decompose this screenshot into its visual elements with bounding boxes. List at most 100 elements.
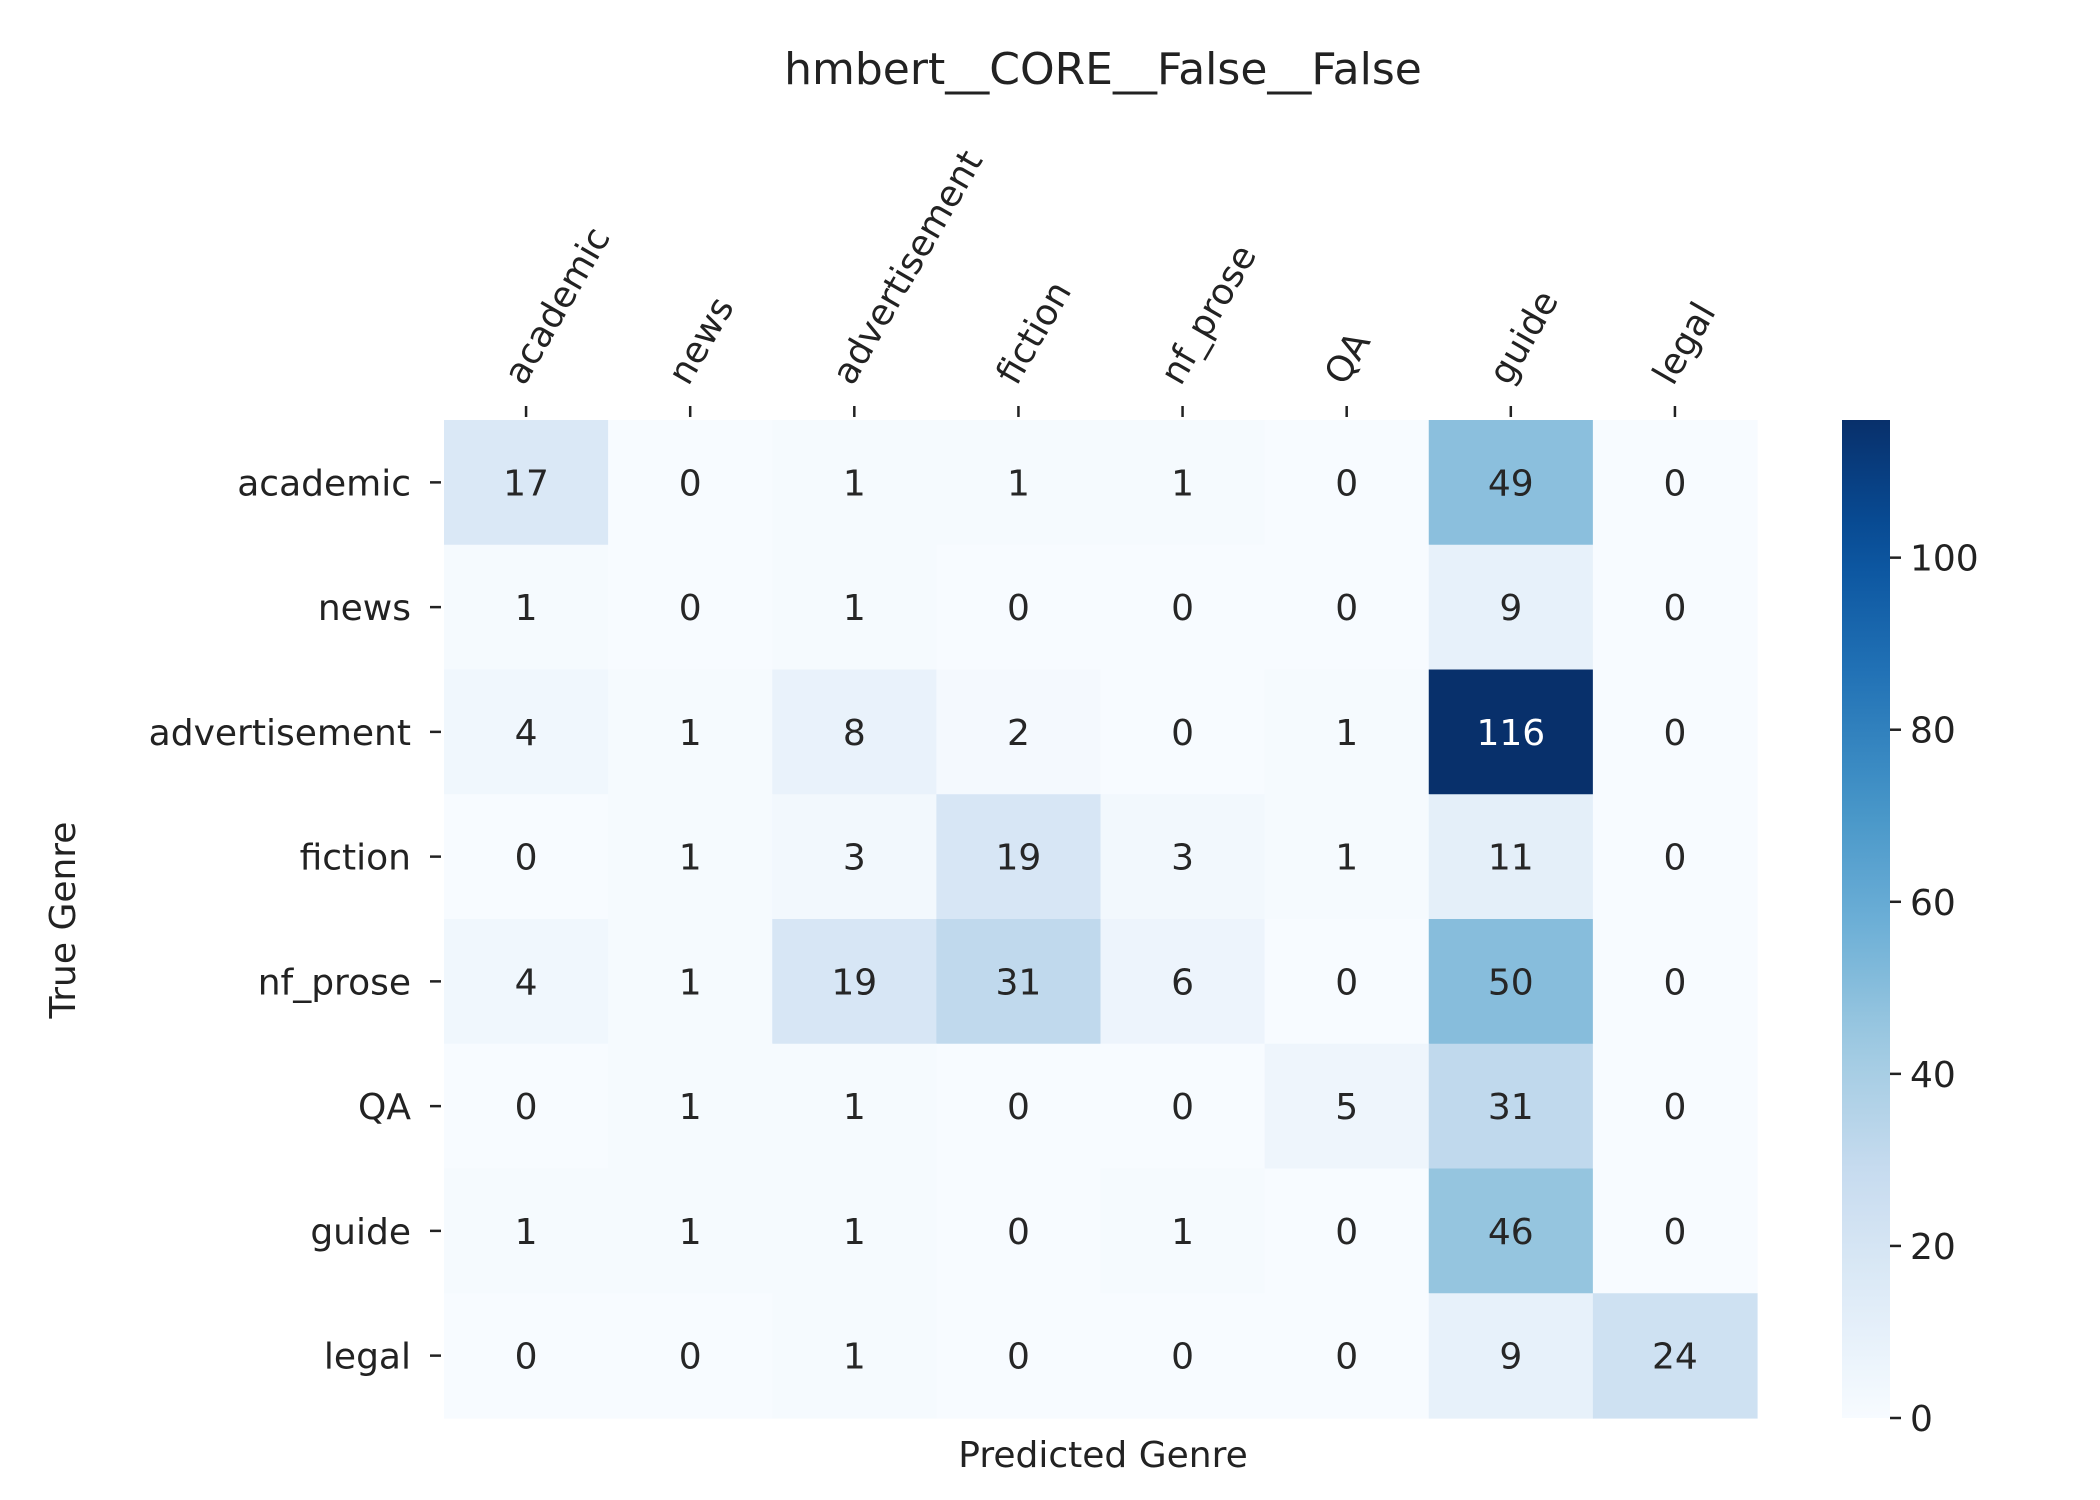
cell-value-1-0: 1 [515, 588, 538, 629]
cell-4-5 [1264, 919, 1430, 1045]
cell-3-3 [936, 794, 1102, 920]
cell-value-5-4: 0 [1171, 1087, 1194, 1128]
cell-value-2-5: 1 [1335, 713, 1358, 754]
cell-0-1 [608, 420, 773, 546]
cell-value-4-6: 50 [1488, 962, 1534, 1003]
cell-0-6 [1428, 420, 1594, 546]
cell-0-7 [1592, 420, 1758, 546]
cell-value-4-2: 19 [831, 962, 877, 1003]
cell-0-2 [772, 420, 937, 546]
y-tick-label-academic: academic [237, 463, 411, 504]
cell-0-5 [1264, 420, 1430, 546]
cell-3-5 [1264, 794, 1430, 920]
colorbar-tick-label: 80 [1910, 711, 1956, 752]
cell-value-6-3: 0 [1007, 1212, 1030, 1253]
cell-7-3 [936, 1293, 1102, 1419]
cell-5-3 [936, 1043, 1102, 1170]
cell-6-1 [608, 1168, 773, 1294]
cell-3-4 [1100, 794, 1266, 920]
cell-value-7-0: 0 [515, 1337, 538, 1378]
cell-3-0 [444, 794, 609, 920]
cell-value-0-1: 0 [679, 463, 702, 504]
cell-value-3-3: 19 [996, 838, 1042, 879]
cell-7-6 [1428, 1293, 1594, 1419]
x-tick-label-academic: academic [496, 221, 618, 392]
cell-5-2 [772, 1043, 937, 1170]
cell-2-4 [1100, 669, 1266, 795]
cell-value-3-4: 3 [1171, 838, 1194, 879]
cell-value-6-4: 1 [1171, 1212, 1194, 1253]
cell-value-3-6: 11 [1488, 838, 1534, 879]
heatmap-cells: 17 0 1 1 1 0 49 01 0 1 0 0 0 9 04 1 8 2 0 1 116 00 1 3 19 3 1 11 04 1… [444, 420, 1758, 1419]
x-tick-label-news: news [660, 290, 742, 391]
cell-value-0-5: 0 [1335, 463, 1358, 504]
colorbar-tick-label: 100 [1910, 539, 1979, 580]
cell-value-1-5: 0 [1335, 588, 1358, 629]
cell-2-5 [1264, 669, 1430, 795]
cell-value-5-2: 1 [843, 1087, 866, 1128]
cell-3-1 [608, 794, 773, 920]
cell-value-4-3: 31 [996, 962, 1042, 1003]
cell-value-2-3: 2 [1007, 713, 1030, 754]
cell-value-4-1: 1 [679, 962, 702, 1003]
cell-2-1 [608, 669, 773, 795]
cell-7-1 [608, 1293, 773, 1419]
cell-2-0 [444, 669, 609, 795]
x-tick-label-nf_prose: nf_prose [1153, 238, 1265, 391]
cell-value-1-6: 9 [1499, 588, 1522, 629]
cell-value-6-5: 0 [1335, 1212, 1358, 1253]
cell-1-0 [444, 544, 609, 671]
cell-2-7 [1592, 669, 1758, 795]
cell-7-2 [772, 1293, 937, 1419]
cell-value-4-7: 0 [1663, 962, 1686, 1003]
cell-value-4-5: 0 [1335, 962, 1358, 1003]
cell-value-2-6: 116 [1476, 713, 1545, 754]
cell-7-5 [1264, 1293, 1430, 1419]
cell-value-6-6: 46 [1488, 1212, 1534, 1253]
cell-value-7-2: 1 [843, 1337, 866, 1378]
y-tick-label-fiction: fiction [300, 838, 411, 879]
cell-value-5-3: 0 [1007, 1087, 1030, 1128]
cell-7-4 [1100, 1293, 1266, 1419]
colorbar-tick-label: 0 [1910, 1399, 1933, 1440]
cell-5-6 [1428, 1043, 1594, 1170]
cell-value-7-4: 0 [1171, 1337, 1194, 1378]
cell-value-7-6: 9 [1499, 1337, 1522, 1378]
cell-value-1-1: 0 [679, 588, 702, 629]
cell-value-0-2: 1 [843, 463, 866, 504]
colorbar-tick-label: 40 [1910, 1055, 1956, 1096]
cell-value-1-2: 1 [843, 588, 866, 629]
cell-2-6 [1428, 669, 1594, 795]
x-axis-label: Predicted Genre [958, 1435, 1247, 1476]
cell-value-2-4: 0 [1171, 713, 1194, 754]
cell-0-4 [1100, 420, 1266, 546]
cell-5-7 [1592, 1043, 1758, 1170]
cell-value-1-7: 0 [1663, 588, 1686, 629]
cell-value-3-1: 1 [679, 838, 702, 879]
cell-5-1 [608, 1043, 773, 1170]
x-tick-label-QA: QA [1317, 325, 1379, 392]
cell-value-7-1: 0 [679, 1337, 702, 1378]
cell-6-4 [1100, 1168, 1266, 1294]
cell-2-3 [936, 669, 1102, 795]
cell-value-2-7: 0 [1663, 713, 1686, 754]
cell-value-5-6: 31 [1488, 1087, 1534, 1128]
cell-7-7 [1592, 1293, 1758, 1419]
cell-value-0-0: 17 [503, 463, 549, 504]
cell-value-3-0: 0 [515, 838, 538, 879]
cell-1-5 [1264, 544, 1430, 671]
cell-value-7-5: 0 [1335, 1337, 1358, 1378]
y-tick-label-news: news [318, 588, 411, 629]
chart-title: hmbert__CORE__False__False [784, 44, 1422, 95]
cell-value-7-7: 24 [1652, 1337, 1698, 1378]
cell-1-1 [608, 544, 773, 671]
cell-1-2 [772, 544, 937, 671]
cell-6-3 [936, 1168, 1102, 1294]
colorbar-tick-label: 60 [1910, 883, 1956, 924]
y-tick-label-QA: QA [358, 1087, 411, 1128]
y-axis-label: True Genre [43, 822, 84, 1020]
cell-1-3 [936, 544, 1102, 671]
y-tick-label-advertisement: advertisement [149, 713, 411, 754]
